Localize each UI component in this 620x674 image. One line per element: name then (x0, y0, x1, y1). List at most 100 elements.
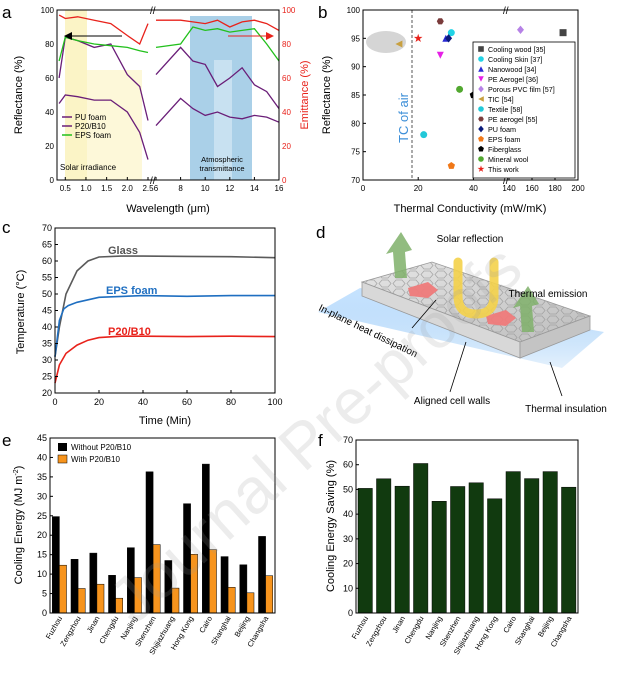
panel-b-ytick-label: 85 (351, 91, 360, 100)
panel-b-xtick-label: 20 (414, 184, 423, 193)
pointer-insulation (549, 361, 563, 397)
panel-e-category-label: Cairo (197, 615, 214, 635)
solar-shade-2 (87, 70, 142, 180)
panel-c-xtick-label: 40 (138, 397, 148, 407)
legend-marker (478, 145, 484, 152)
panel-f-bar-shanghai-0 (524, 478, 540, 614)
legend-marker (477, 165, 485, 172)
panel-f-category-label: Jinan (390, 615, 407, 635)
panel-f-ytick-label: 70 (343, 435, 353, 445)
panel-b-xtick-label: 0 (361, 184, 366, 193)
panel-f-ytick-label: 10 (343, 583, 353, 593)
heat-arrow-right (486, 310, 516, 326)
panel-b-legend (472, 41, 576, 179)
panel-a-xlabel: Wavelength (μm) (126, 203, 210, 215)
axis-break-top: // (150, 6, 156, 17)
legend-pu-label: PU foam (75, 113, 106, 122)
panel-a-xtick-label: 2.5 (142, 184, 154, 193)
p20-label: P20/B10 (108, 326, 151, 338)
legend-without-label: Without P20/B10 (71, 443, 132, 452)
legend-label: Fiberglass (488, 145, 522, 154)
panel-c-frame (54, 227, 276, 394)
panel-f-bar-shenzhen-0 (450, 486, 466, 614)
axis-break-b-bottom: // (503, 176, 509, 187)
panel-c-line-p20-b10 (54, 335, 276, 384)
left-arrowhead (64, 32, 72, 40)
heat-arrow-left (408, 282, 438, 298)
panel-c-ytick-label: 45 (42, 306, 52, 316)
panel-a-ytick-label: 40 (45, 108, 54, 117)
panel-a-y2tick-label: 100 (282, 6, 296, 15)
panel-a-letter: a (2, 3, 12, 22)
panel-a-xtick-label: 1.0 (80, 184, 92, 193)
legend-label: PU foam (488, 125, 516, 134)
panel-e-ytick-label: 25 (37, 511, 47, 521)
panel-d: d Solar reflection Thermal emission In-p… (316, 223, 607, 415)
pointer-inplane (411, 299, 437, 329)
thermal-emission-label: Thermal emission (509, 289, 588, 300)
panel-f-ytick-label: 0 (348, 608, 353, 618)
panel-e-bar-zengzhou-0 (70, 559, 79, 614)
panel-a-line-emittance-1 (156, 19, 280, 31)
panel-c-xtick-label: 0 (52, 397, 57, 407)
panel-f-ytick-label: 30 (343, 534, 353, 544)
highlight-ellipse (366, 31, 406, 53)
panel-e-bar-fuzhou-0 (52, 516, 60, 614)
panel-a-y2tick-label: 20 (282, 142, 291, 151)
panel-a-ytick-label: 100 (41, 6, 55, 15)
legend-marker (478, 46, 484, 52)
legend-label: Porous PVC film [57] (488, 85, 555, 94)
panel-b: b TC of air 0 20 40 140 160 180 200 70 75 80 85 90 9… (318, 3, 585, 215)
point-pe-aerogel-55 (436, 18, 444, 25)
pointer-cells (449, 341, 467, 393)
panel-f-letter: f (318, 431, 323, 450)
panel-c-xtick-label: 20 (94, 397, 104, 407)
green-arrow-right (513, 286, 539, 332)
panel-f-ylabel: Cooling Energy Saving (%) (325, 460, 337, 592)
panel-a-y2label: Emittance (%) (299, 60, 311, 129)
panel-a-ytick-label: 80 (45, 40, 54, 49)
panel-a-y2tick-label: 0 (282, 176, 287, 185)
panel-c-letter: c (2, 218, 11, 237)
panel-f-category-label: Cairo (501, 615, 518, 635)
panel-a-xtick-label: 1.5 (101, 184, 113, 193)
panel-e-ytick-label: 40 (37, 452, 47, 462)
panel-b-letter: b (318, 3, 327, 22)
cell-walls-label: Aligned cell walls (414, 396, 490, 407)
panel-b-ytick-label: 80 (351, 119, 360, 128)
panel-a-xtick-label: 2.0 (122, 184, 134, 193)
panel-c-xtick-label: 100 (267, 397, 282, 407)
panel-e-ytick-label: 45 (37, 433, 47, 443)
panel-c-xtick-label: 80 (226, 397, 236, 407)
panel-f-bar-beijing-0 (542, 471, 558, 614)
legend-label: Cooling wood [35] (488, 45, 546, 54)
panel-b-ytick-label: 95 (351, 34, 360, 43)
legend-marker (478, 106, 484, 112)
point-pu-foam (445, 34, 453, 43)
slab-side (519, 315, 591, 359)
panel-c-ytick-label: 30 (42, 355, 52, 365)
glass-label: Glass (108, 245, 138, 257)
point-mineral-wool (456, 85, 464, 93)
panel-c-xlabel: Time (Min) (139, 415, 191, 427)
panel-c-xtick-label: 60 (182, 397, 192, 407)
panel-e-bar-beijing-1 (246, 592, 255, 614)
panel-b-xtick-label: 180 (548, 184, 562, 193)
panel-b-xtick-label: 160 (525, 184, 539, 193)
panel-e-ytick-label: 0 (42, 608, 47, 618)
panel-b-ylabel: Reflectance (%) (321, 56, 333, 134)
panel-f-ytick-label: 60 (343, 460, 353, 470)
panel-e-bar-changsha-0 (258, 536, 266, 614)
legend-marker (478, 76, 484, 82)
atm-annotation: Atmospheric transmittance (199, 155, 244, 173)
panel-a-ytick-label: 20 (45, 142, 54, 151)
panel-a-xtick-label: 8 (178, 184, 183, 193)
panel-b-ytick-label: 90 (351, 63, 360, 72)
panel-c-ytick-label: 50 (42, 289, 52, 299)
panel-a-line-p20-b10-1 (155, 46, 280, 109)
panel-f-bar-shijiazhuang-0 (468, 482, 484, 614)
panel-e-bar-zengzhou-1 (77, 588, 86, 614)
legend-with-label: With P20/B10 (71, 455, 120, 464)
